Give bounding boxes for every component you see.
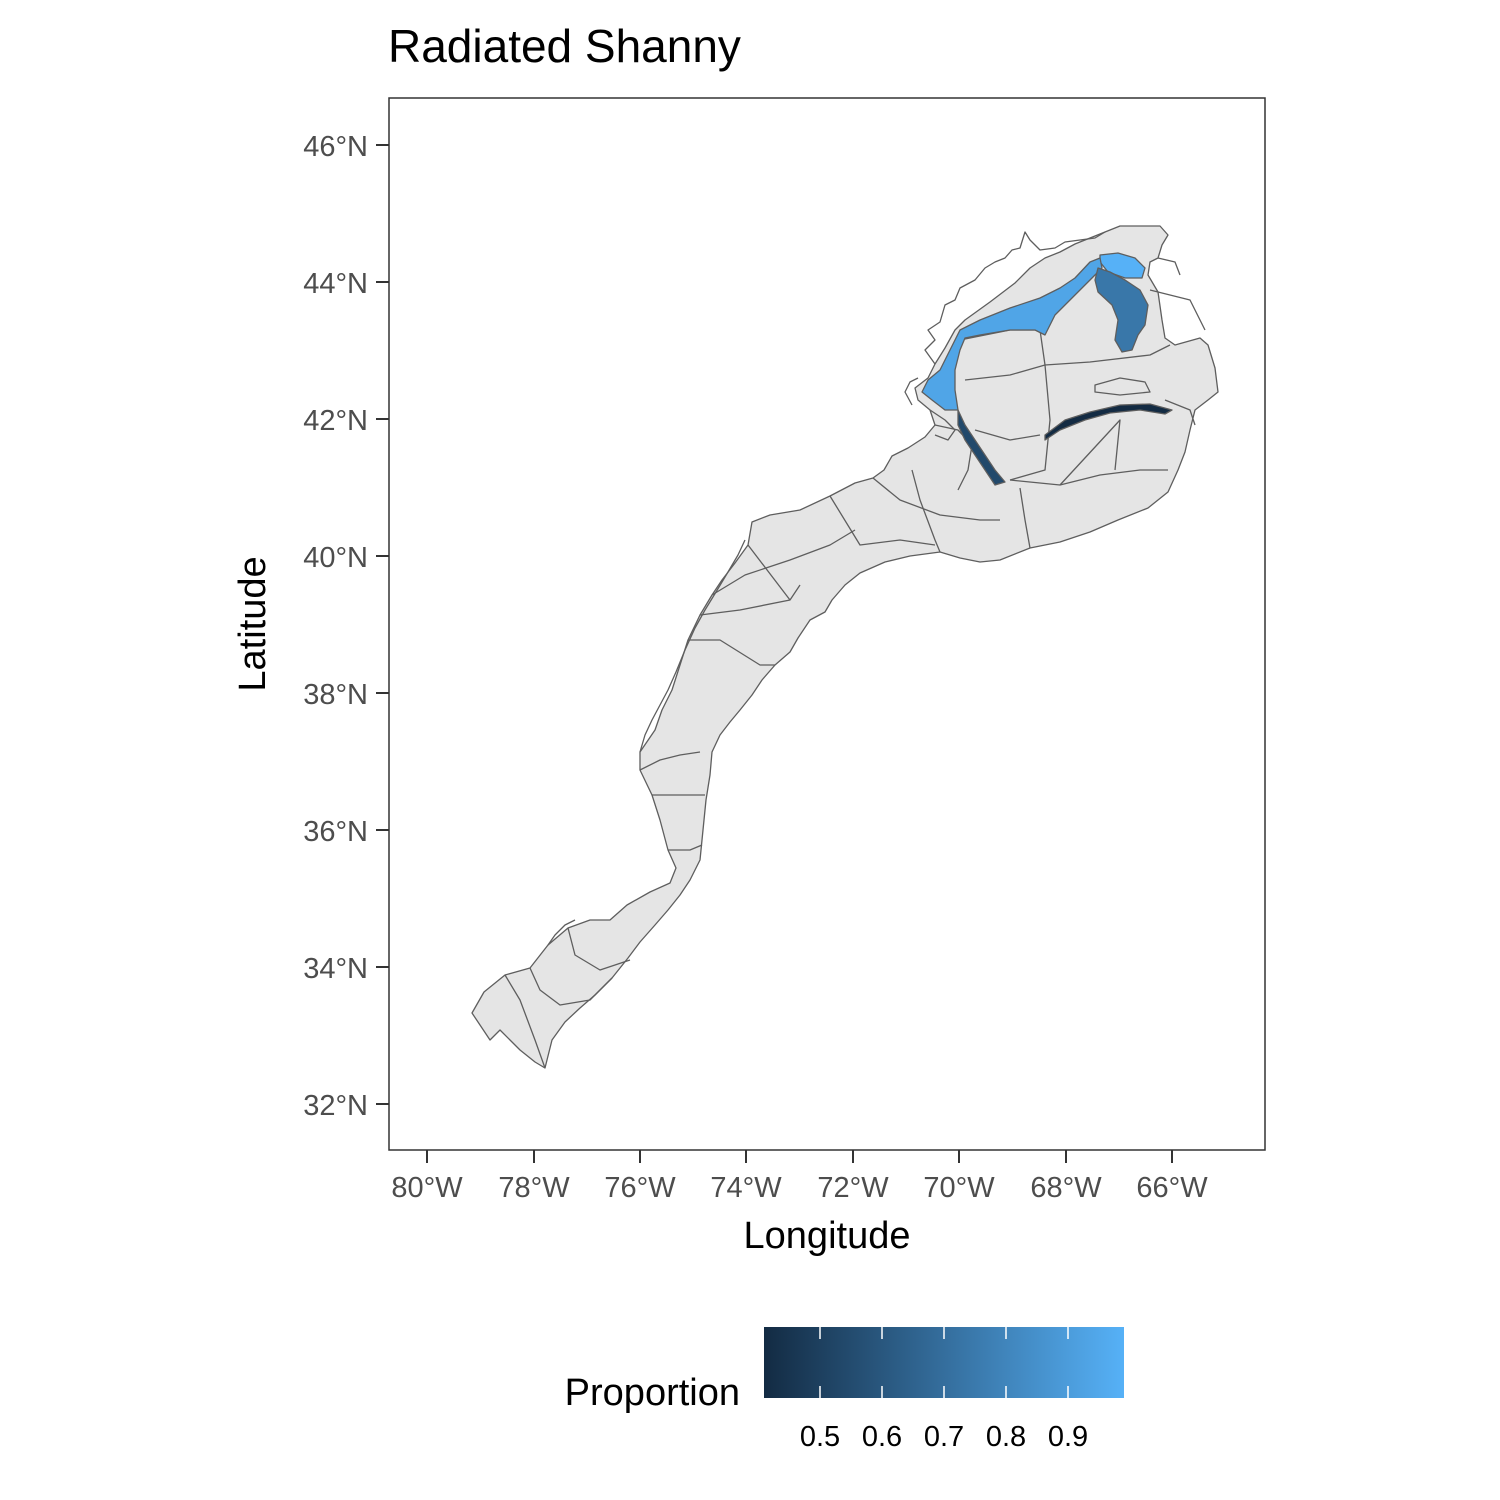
x-tick-label: 68°W: [1030, 1172, 1102, 1204]
map-regions: [471, 225, 1219, 1069]
x-tick-label: 76°W: [604, 1172, 676, 1204]
y-tick-label: 36°N: [303, 816, 368, 848]
region-great-south-channel: [957, 409, 1006, 486]
legend-tick-label: 0.6: [862, 1421, 902, 1453]
legend-tick-label: 0.5: [800, 1421, 840, 1453]
x-axis: 80°W 78°W 76°W 74°W 72°W 70°W 68°W 66°W …: [391, 1150, 1208, 1257]
x-tick-label: 66°W: [1136, 1172, 1208, 1204]
legend-tick-label: 0.9: [1048, 1421, 1088, 1453]
legend-title: Proportion: [565, 1372, 740, 1414]
region-gulf-of-maine-coastal: [921, 257, 1103, 411]
chart-title: Radiated Shanny: [388, 20, 741, 72]
y-tick-label: 44°N: [303, 268, 368, 300]
choropleth-strata: [921, 252, 1173, 486]
y-axis: 32°N 34°N 36°N 38°N 40°N 42°N 44°N 46°N …: [232, 131, 389, 1122]
x-tick-label: 72°W: [817, 1172, 889, 1204]
legend-tick-label: 0.7: [924, 1421, 964, 1453]
y-tick-label: 46°N: [303, 131, 368, 163]
x-tick-label: 78°W: [498, 1172, 570, 1204]
x-tick-label: 74°W: [710, 1172, 782, 1204]
y-axis-title: Latitude: [232, 556, 274, 691]
region-bay-of-fundy: [1099, 252, 1146, 279]
legend: Proportion 0.5 0.6 0.7 0.8 0.9: [565, 1327, 1124, 1453]
y-tick-label: 42°N: [303, 405, 368, 437]
y-tick-label: 32°N: [303, 1090, 368, 1122]
y-tick-label: 40°N: [303, 542, 368, 574]
legend-tick-label: 0.8: [986, 1421, 1026, 1453]
x-axis-title: Longitude: [744, 1215, 911, 1257]
x-tick-label: 80°W: [391, 1172, 463, 1204]
y-tick-label: 38°N: [303, 679, 368, 711]
y-tick-label: 34°N: [303, 953, 368, 985]
x-tick-label: 70°W: [923, 1172, 995, 1204]
region-georges-bank-edge: [1044, 403, 1173, 441]
region-scotian-channel: [1094, 267, 1149, 353]
